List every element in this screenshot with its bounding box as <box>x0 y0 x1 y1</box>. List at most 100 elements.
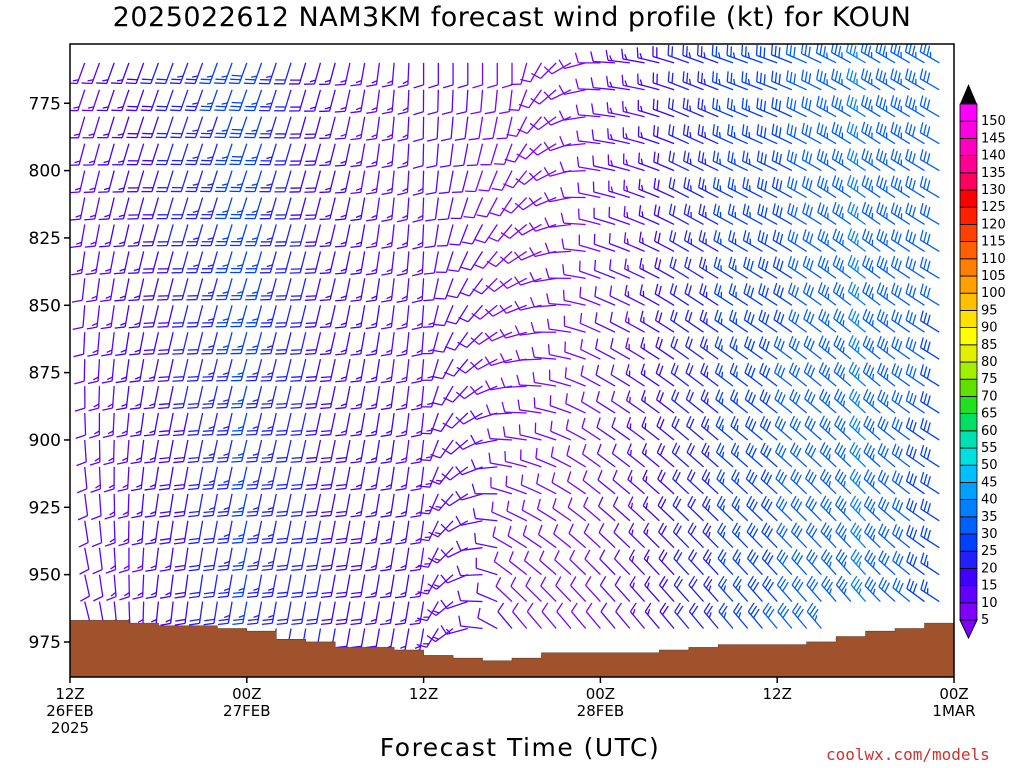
wind-barb <box>245 385 263 409</box>
wind-barb <box>319 251 336 275</box>
credit-text: coolwx.com/models <box>826 745 990 764</box>
wind-barb <box>158 385 174 410</box>
colorbar-swatch <box>959 309 978 328</box>
wind-barb <box>579 286 601 306</box>
wind-barb <box>530 89 557 105</box>
wind-barb <box>831 148 852 172</box>
wind-barb <box>334 170 351 194</box>
wind-barb <box>877 389 896 414</box>
wind-barb <box>142 305 160 328</box>
wind-barb <box>731 495 749 522</box>
wind-barb <box>380 493 395 518</box>
wind-barb <box>487 62 498 89</box>
wind-barb <box>920 417 940 441</box>
wind-barb <box>335 466 351 491</box>
wind-barb <box>451 170 469 194</box>
wind-barb <box>350 385 366 410</box>
wind-barb <box>762 575 778 603</box>
wind-barb <box>143 332 160 356</box>
wind-barb <box>188 520 204 545</box>
wind-barb <box>275 305 292 328</box>
wind-barb <box>698 203 719 226</box>
wind-barb <box>157 305 174 328</box>
wind-barb <box>439 143 454 168</box>
wind-barb <box>334 62 351 86</box>
wind-barb <box>229 143 248 166</box>
wind-barb <box>275 332 292 355</box>
wind-barb <box>506 500 528 522</box>
wind-barb <box>97 116 115 139</box>
wind-barb <box>652 72 675 91</box>
wind-barb <box>849 415 867 441</box>
wind-barb <box>669 230 690 252</box>
wind-barb <box>81 62 101 85</box>
wind-barb <box>593 259 616 279</box>
wind-barb <box>365 547 381 572</box>
wind-barb <box>475 557 498 576</box>
wind-barb <box>877 523 896 549</box>
wind-barb <box>575 104 601 118</box>
colorbar-swatch <box>959 550 978 569</box>
wind-barb <box>78 520 89 548</box>
wind-barb <box>186 305 204 328</box>
wind-barb <box>685 336 704 360</box>
wind-barb <box>576 130 601 145</box>
wind-barb <box>132 601 145 627</box>
wind-barb <box>289 116 307 139</box>
wind-barb <box>834 442 852 468</box>
wind-barb <box>622 127 645 145</box>
wind-barb <box>876 175 896 199</box>
wind-barb <box>577 208 601 226</box>
wind-barb <box>891 416 911 441</box>
wind-barb <box>644 602 660 629</box>
wind-barb <box>70 116 86 139</box>
wind-barb <box>609 285 631 306</box>
wind-barb <box>514 325 542 336</box>
wind-barb <box>394 574 410 599</box>
wind-barb <box>469 385 498 396</box>
wind-barb <box>365 305 381 330</box>
wind-barb <box>685 362 704 387</box>
wind-barb <box>658 549 675 576</box>
wind-barb <box>623 205 645 226</box>
wind-barb <box>412 143 425 170</box>
wind-barb <box>485 404 513 415</box>
wind-barb <box>304 89 322 112</box>
wind-barb <box>771 70 793 91</box>
wind-barb <box>170 116 189 139</box>
wind-barb <box>441 466 469 481</box>
wind-barb <box>875 44 896 64</box>
wind-barb <box>130 412 145 438</box>
wind-barb <box>184 62 204 85</box>
wind-barb <box>818 362 837 387</box>
wind-barb <box>113 251 130 275</box>
wind-barb <box>291 601 307 626</box>
wind-barb <box>625 337 645 360</box>
wind-barb <box>417 547 439 568</box>
colorbar-label: 130 <box>981 183 1006 198</box>
wind-barb <box>522 525 542 549</box>
wind-barb <box>229 224 248 247</box>
wind-barb <box>186 332 204 355</box>
wind-barb <box>776 522 793 549</box>
wind-barb <box>184 89 204 112</box>
wind-barb <box>304 278 322 301</box>
wind-barb <box>171 224 189 247</box>
wind-barb <box>476 582 498 603</box>
wind-barb <box>290 385 307 409</box>
wind-barb <box>760 495 778 522</box>
wind-barb <box>800 44 822 64</box>
wind-barb <box>744 389 763 414</box>
wind-barb <box>350 547 366 572</box>
colorbar-label: 120 <box>981 217 1006 232</box>
wind-barb <box>699 336 719 360</box>
wind-barb <box>410 520 425 545</box>
wind-barb <box>543 141 572 152</box>
wind-barb <box>130 439 145 465</box>
wind-barb <box>904 44 925 64</box>
wind-barb <box>654 257 675 279</box>
wind-barb <box>703 575 719 603</box>
wind-barb <box>671 442 690 468</box>
wind-barb <box>289 170 307 193</box>
wind-barb <box>335 251 351 275</box>
